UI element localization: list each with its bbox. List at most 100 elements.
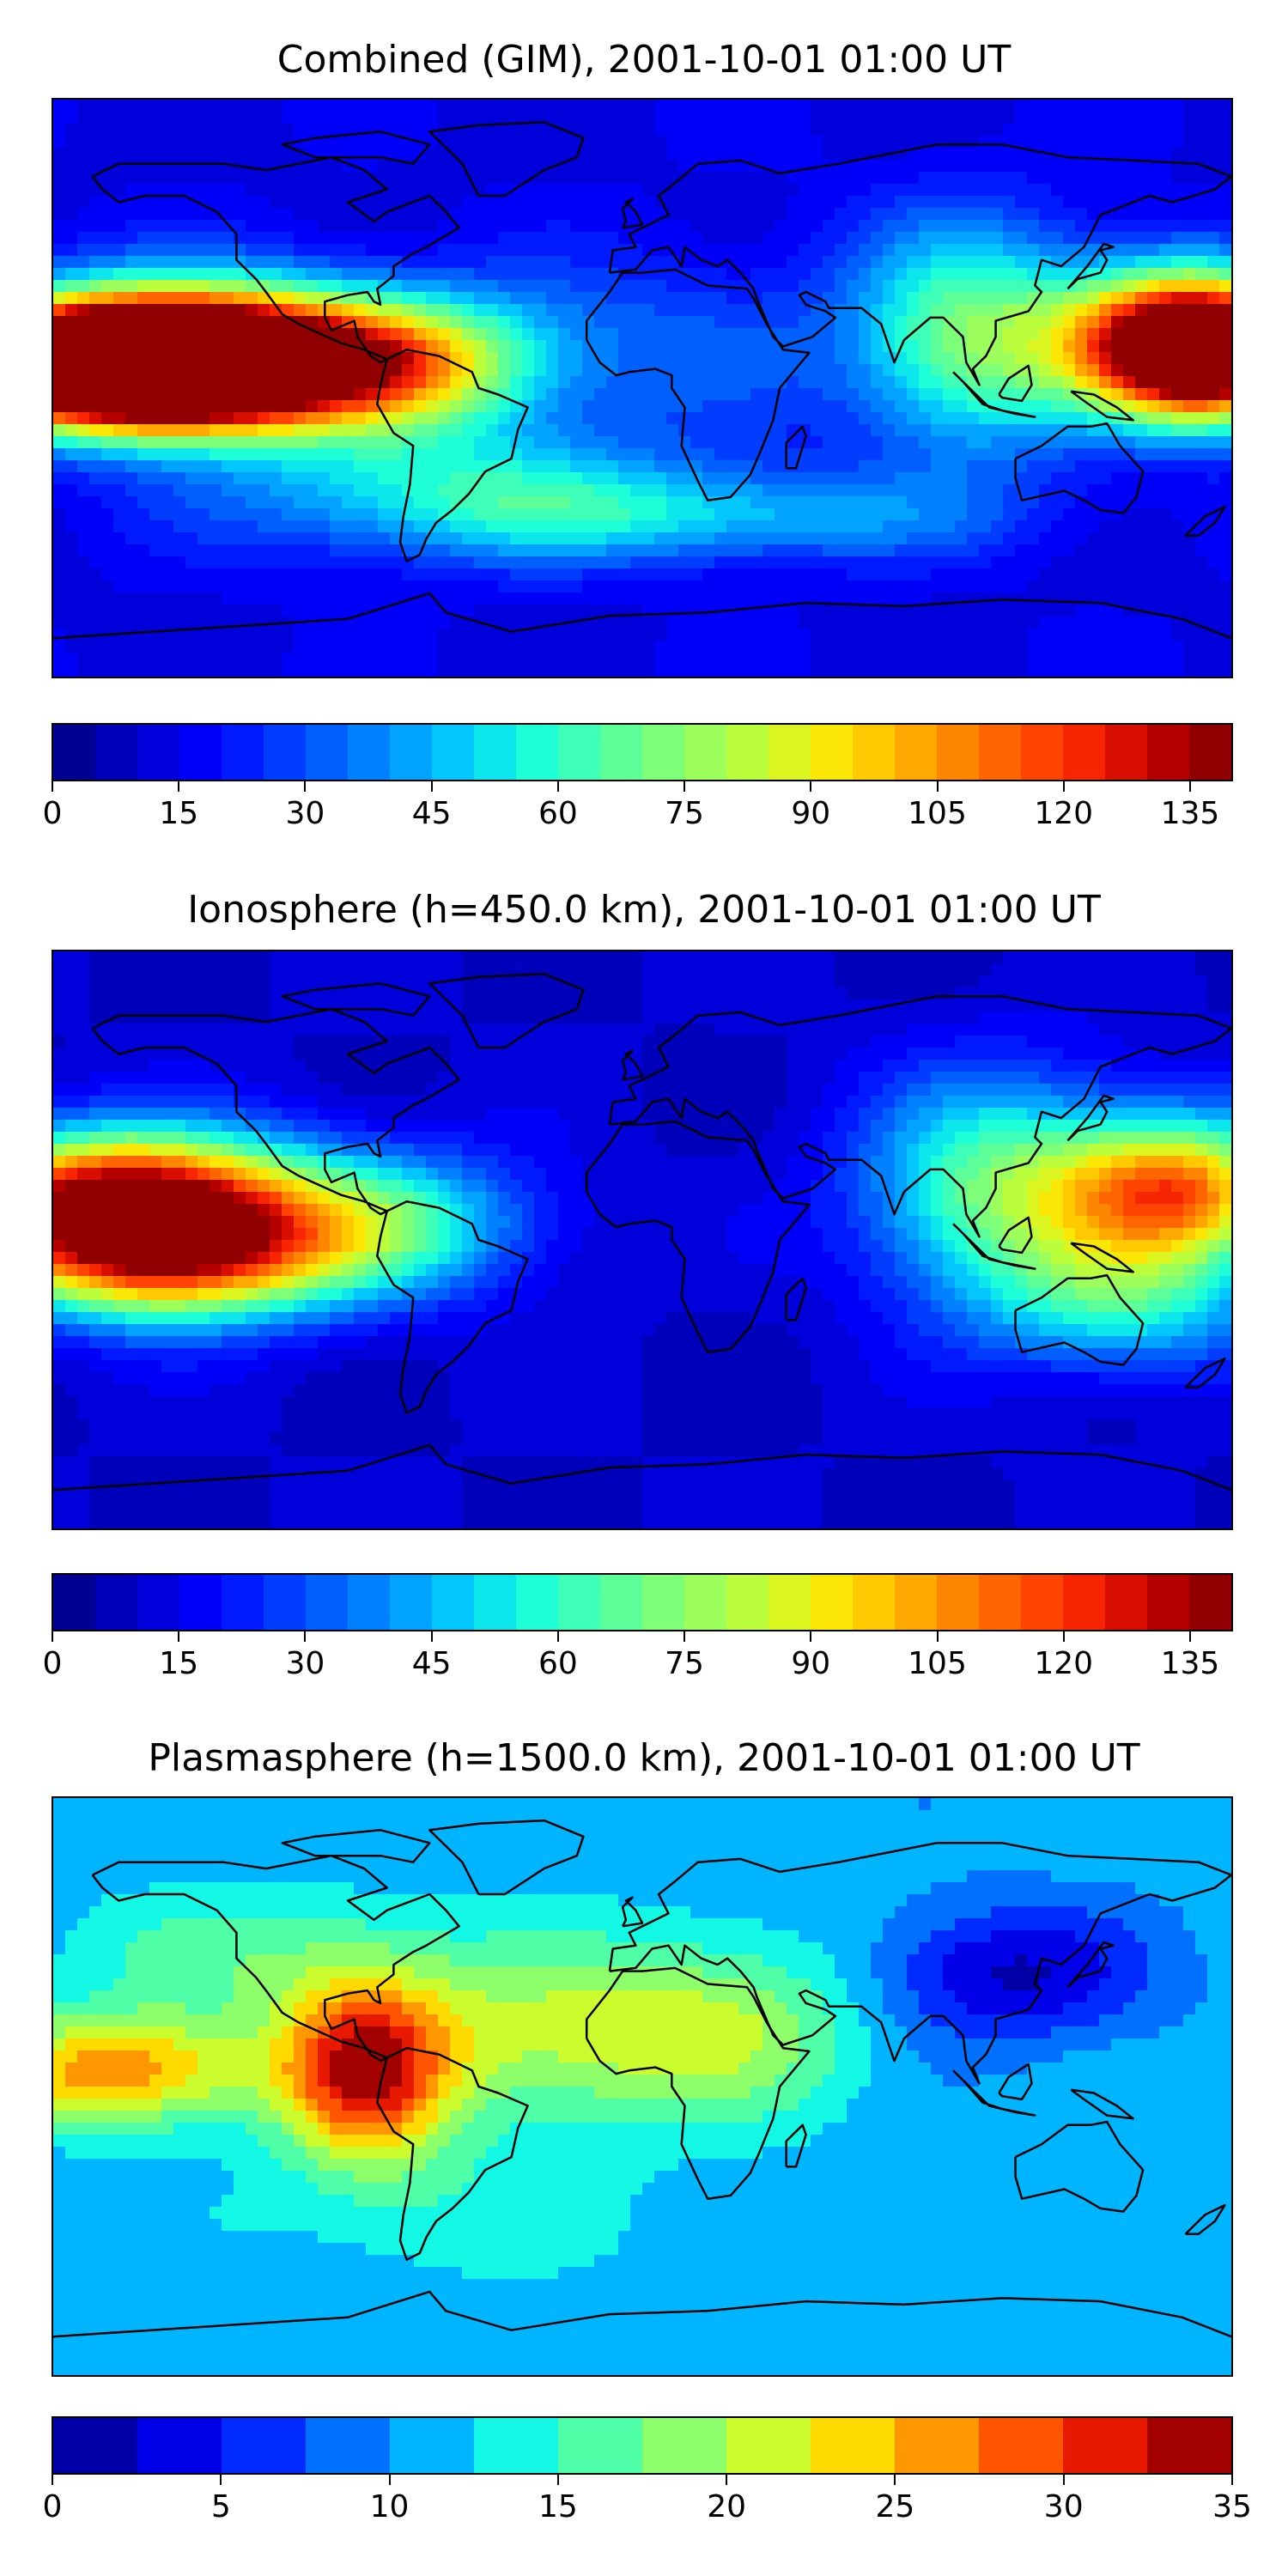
- field-cell: [486, 160, 499, 173]
- field-cell: [955, 605, 968, 617]
- field-cell: [1159, 112, 1172, 125]
- field-cell: [847, 496, 860, 509]
- field-cell: [1111, 963, 1124, 976]
- field-cell: [113, 605, 126, 617]
- field-cell: [931, 160, 944, 173]
- field-cell: [89, 136, 102, 149]
- field-cell: [811, 460, 823, 473]
- field-cell: [1159, 484, 1172, 497]
- field-cell: [738, 472, 751, 485]
- field-cell: [282, 220, 295, 233]
- field-cell: [210, 580, 222, 593]
- field-cell: [883, 136, 896, 149]
- field-cell: [474, 172, 487, 185]
- field-cell: [895, 556, 908, 569]
- field-cell: [991, 124, 1004, 137]
- field-cell: [390, 148, 403, 161]
- field-cell: [835, 352, 848, 365]
- field-cell: [342, 544, 355, 557]
- field-cell: [1051, 160, 1064, 173]
- field-cell: [943, 184, 956, 197]
- field-cell: [546, 316, 559, 329]
- field-cell: [173, 641, 186, 653]
- field-cell: [1099, 617, 1112, 629]
- field-cell: [522, 472, 535, 485]
- field-cell: [1051, 496, 1064, 509]
- field-cell: [1015, 136, 1028, 149]
- field-cell: [1051, 400, 1064, 413]
- field-cell: [582, 196, 595, 209]
- field-cell: [1063, 605, 1076, 617]
- field-cell: [197, 124, 210, 137]
- field-cell: [137, 544, 150, 557]
- field-cell: [354, 556, 367, 569]
- field-cell: [534, 580, 547, 593]
- field-cell: [630, 448, 643, 461]
- map-canvas: [53, 951, 1231, 1528]
- field-cell: [270, 172, 283, 185]
- field-cell: [606, 436, 619, 449]
- field-cell: [1063, 136, 1076, 149]
- field-cell: [294, 641, 307, 653]
- field-cell: [510, 316, 523, 329]
- field-cell: [907, 629, 920, 641]
- field-cell: [137, 100, 150, 112]
- field-cell: [618, 160, 631, 173]
- field-cell: [1183, 208, 1196, 221]
- field-cell: [630, 484, 643, 497]
- field-cell: [330, 364, 343, 377]
- field-cell: [185, 316, 198, 329]
- field-cell: [546, 520, 559, 533]
- field-cell: [77, 292, 90, 305]
- field-cell: [991, 508, 1004, 521]
- field-cell: [113, 580, 126, 593]
- field-cell: [582, 496, 595, 509]
- field-cell: [726, 665, 739, 677]
- field-cell: [762, 172, 775, 185]
- field-cell: [65, 665, 78, 677]
- field-cell: [1039, 340, 1052, 353]
- field-cell: [931, 280, 944, 293]
- field-cell: [678, 340, 691, 353]
- field-cell: [390, 196, 403, 209]
- field-cell: [1015, 665, 1028, 677]
- field-cell: [498, 532, 511, 545]
- field-cell: [967, 340, 980, 353]
- field-cell: [931, 388, 944, 401]
- field-cell: [859, 508, 872, 521]
- field-cell: [1051, 136, 1064, 149]
- field-cell: [354, 532, 367, 545]
- field-cell: [137, 124, 150, 137]
- field-cell: [690, 617, 703, 629]
- field-cell: [246, 605, 258, 617]
- field-cell: [1063, 665, 1076, 677]
- field-cell: [306, 508, 319, 521]
- field-cell: [246, 112, 258, 125]
- field-cell: [1195, 388, 1208, 401]
- field-cell: [522, 580, 535, 593]
- field-cell: [738, 400, 751, 413]
- field-cell: [125, 400, 138, 413]
- field-cell: [847, 556, 860, 569]
- field-cell: [101, 568, 114, 581]
- field-cell: [342, 641, 355, 653]
- field-cell: [654, 665, 667, 677]
- field-cell: [799, 556, 811, 569]
- field-cell: [859, 568, 872, 581]
- field-cell: [294, 256, 307, 269]
- field-cell: [823, 244, 835, 257]
- field-cell: [799, 220, 811, 233]
- field-cell: [378, 496, 391, 509]
- field-cell: [1219, 580, 1231, 593]
- field-cell: [474, 100, 487, 112]
- field-cell: [955, 376, 968, 389]
- field-cell: [366, 448, 379, 461]
- field-cell: [137, 975, 150, 988]
- field-cell: [835, 220, 848, 233]
- field-cell: [498, 400, 511, 413]
- field-cell: [498, 136, 511, 149]
- field-cell: [522, 484, 535, 497]
- field-cell: [775, 641, 787, 653]
- field-cell: [234, 148, 246, 161]
- field-cell: [149, 160, 162, 173]
